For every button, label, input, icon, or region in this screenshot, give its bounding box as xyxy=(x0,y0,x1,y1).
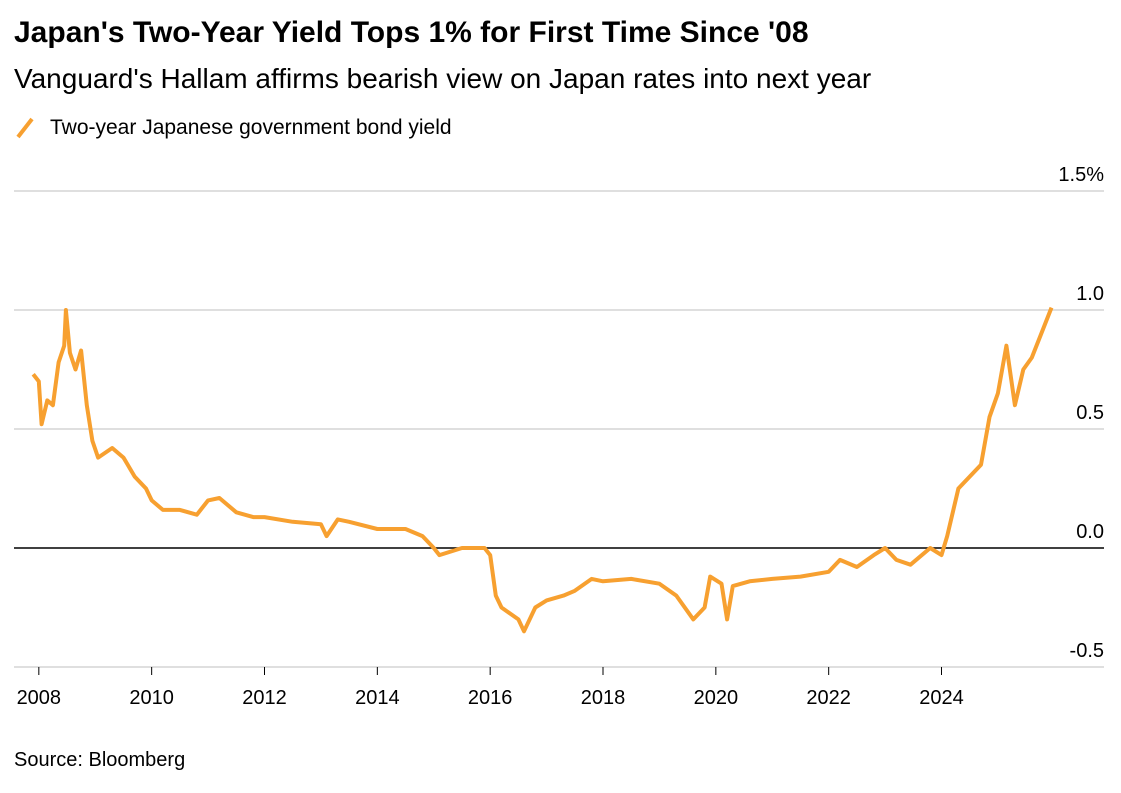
chart-subtitle: Vanguard's Hallam affirms bearish view o… xyxy=(14,63,871,94)
x-tick-label: 2014 xyxy=(355,687,400,709)
line-series xyxy=(31,306,1054,634)
source: Source: Bloomberg xyxy=(14,749,185,771)
y-tick-label: 1.5% xyxy=(1058,164,1104,186)
legend-label: Two-year Japanese government bond yield xyxy=(50,116,452,139)
y-tick-label: -0.5 xyxy=(1070,640,1104,662)
x-tick-label: 2016 xyxy=(468,687,513,709)
x-tick-label: 2008 xyxy=(17,687,62,709)
x-tick-label: 2022 xyxy=(806,687,851,709)
y-tick-label: 1.0 xyxy=(1076,283,1104,305)
chart-title: Japan's Two-Year Yield Tops 1% for First… xyxy=(14,16,809,49)
x-tick-label: 2024 xyxy=(919,687,964,709)
x-tick-label: 2012 xyxy=(242,687,287,709)
x-tick-label: 2020 xyxy=(694,687,739,709)
y-tick-label: 0.0 xyxy=(1076,521,1104,543)
y-tick-label: 0.5 xyxy=(1076,402,1104,424)
x-tick-label: 2010 xyxy=(129,687,174,709)
x-tick-label: 2018 xyxy=(581,687,626,709)
legend-icon xyxy=(16,117,34,139)
